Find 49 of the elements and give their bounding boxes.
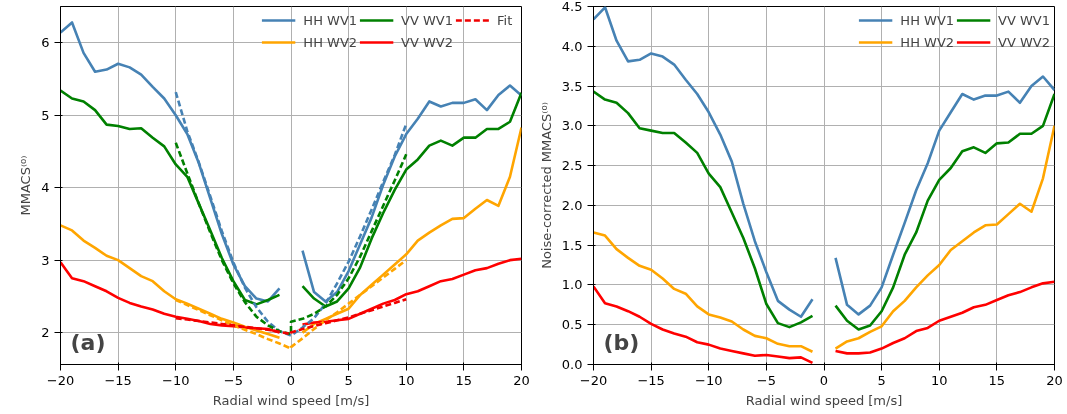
x-tick-label: 0: [819, 372, 829, 388]
legend-label: HH WV1: [303, 12, 358, 28]
legend-label: VV WV1: [401, 12, 453, 28]
x-tick-label: 10: [930, 372, 948, 388]
x-tick-label: −10: [695, 372, 723, 388]
y-tick-label: 2: [41, 325, 50, 341]
legend-label: VV WV2: [401, 34, 453, 50]
legend-label: HH WV2: [303, 34, 358, 50]
y-tick-label: 4.0: [561, 38, 583, 54]
x-tick-label: −5: [223, 372, 243, 388]
x-tick-label: −15: [637, 372, 665, 388]
y-tick-label: 0.5: [561, 317, 583, 333]
y-tick-label: 1.0: [561, 277, 583, 293]
x-tick-label: 20: [1046, 372, 1063, 388]
x-tick-label: 5: [344, 372, 353, 388]
y-tick-label: 3: [41, 252, 50, 268]
legend-label: HH WV1: [900, 12, 955, 28]
y-axis-title: MMACS⁽⁰⁾: [18, 155, 34, 216]
x-tick-label: −5: [756, 372, 776, 388]
y-tick-label: 3.0: [561, 118, 583, 134]
line-series: [174, 297, 408, 336]
y-tick-label: 2.0: [561, 197, 583, 213]
y-tick-label: 0.0: [561, 357, 583, 372]
x-tick-label: 20: [513, 372, 530, 388]
x-tick-label: −20: [579, 372, 608, 388]
legend-label: VV WV2: [998, 34, 1050, 50]
y-tick-label: 2.5: [561, 158, 583, 174]
legend-label: VV WV1: [998, 12, 1050, 28]
x-tick-label: −10: [162, 372, 190, 388]
legend-label: Fit: [497, 12, 514, 28]
y-tick-label: 3.5: [561, 78, 583, 94]
y-tick-label: 4.5: [561, 0, 583, 14]
x-tick-label: 15: [988, 372, 1006, 388]
y-axis-title: Noise-corrected MMACS⁽⁰⁾: [538, 102, 554, 269]
y-tick-label: 6: [41, 35, 50, 51]
x-tick-label: −15: [104, 372, 132, 388]
y-tick-label: 4: [41, 180, 50, 196]
annotation: (a): [70, 329, 106, 355]
x-tick-label: 0: [286, 372, 296, 388]
y-tick-label: 1.5: [561, 237, 583, 253]
legend-label: HH WV2: [900, 34, 955, 50]
x-axis-title: Radial wind speed [m/s]: [745, 392, 903, 408]
x-tick-label: −20: [46, 372, 75, 388]
y-tick-label: 5: [41, 107, 50, 123]
x-tick-label: 15: [455, 372, 473, 388]
x-tick-label: 5: [877, 372, 886, 388]
x-axis-title: Radial wind speed [m/s]: [212, 392, 370, 408]
x-tick-label: 10: [397, 372, 415, 388]
annotation: (b): [603, 329, 640, 355]
